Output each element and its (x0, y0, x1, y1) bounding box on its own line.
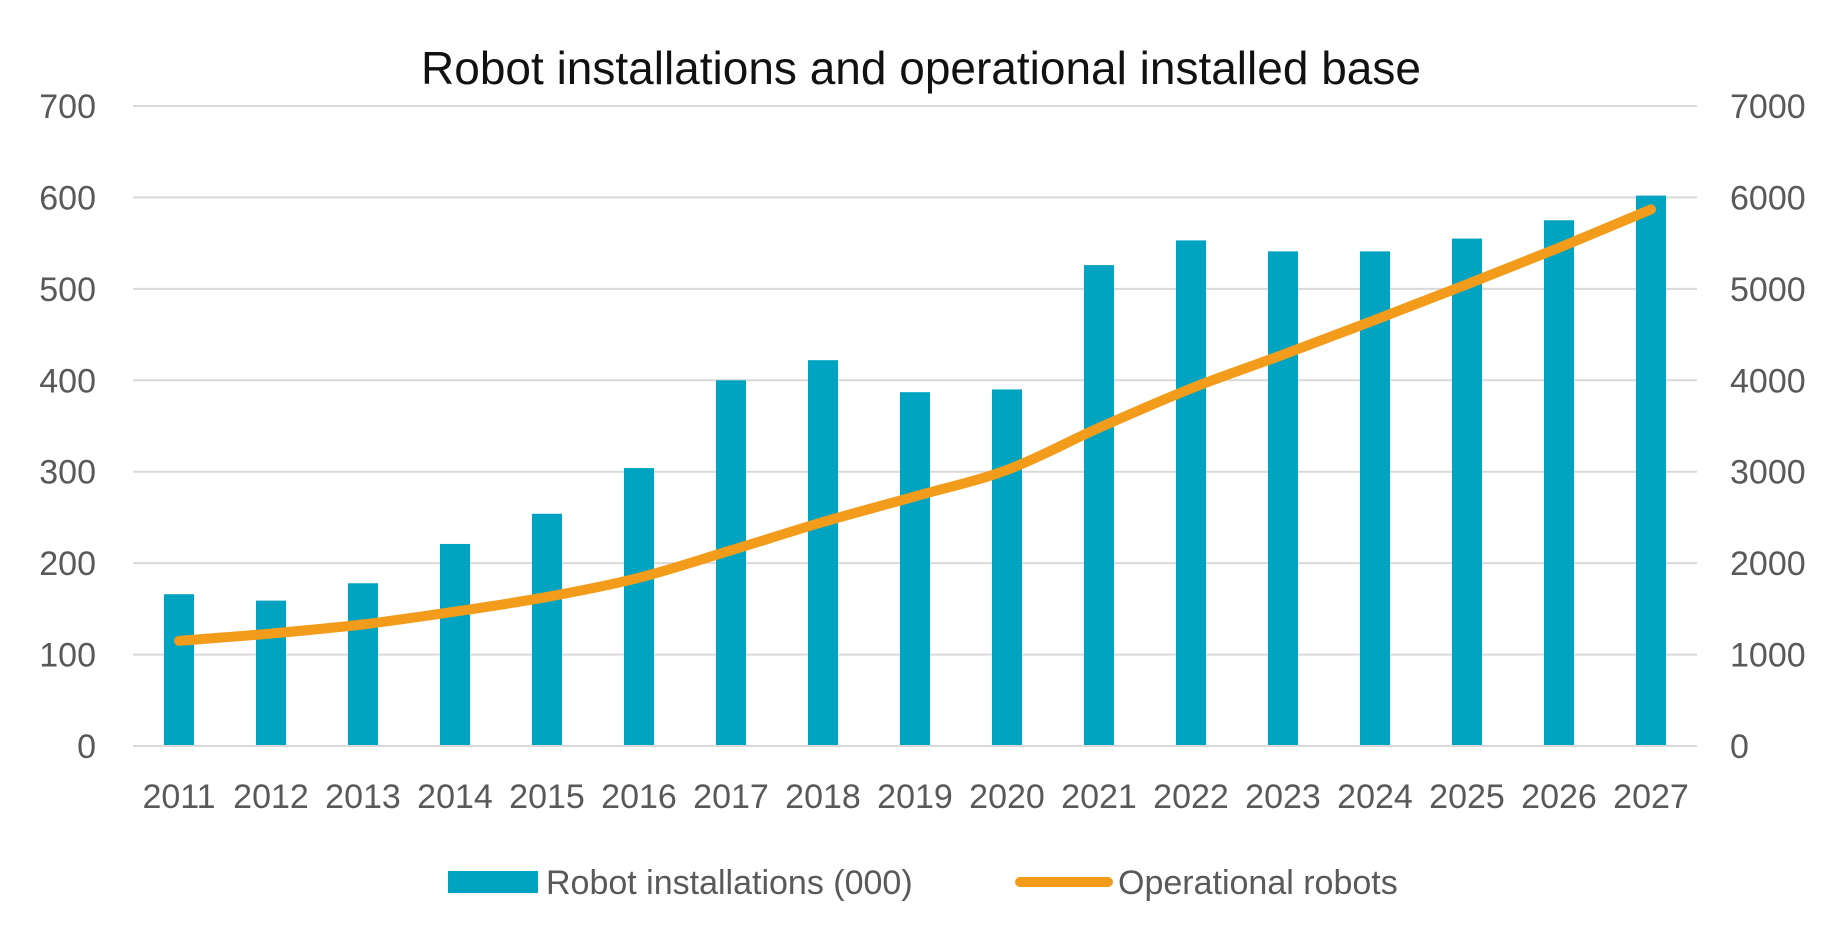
bar (1544, 220, 1574, 747)
bar (1084, 265, 1114, 746)
x-tick-label: 2011 (142, 778, 215, 816)
x-tick-label: 2021 (1061, 778, 1137, 816)
bar (164, 594, 194, 746)
bar (624, 468, 654, 746)
legend: Robot installations (000) Operational rob… (448, 864, 1398, 902)
line-point (270, 633, 272, 635)
bar (348, 583, 378, 746)
line-point (1466, 283, 1468, 285)
x-tick-label: 2017 (693, 778, 769, 816)
x-tick-label: 2018 (785, 778, 861, 816)
x-tick-label: 2023 (1245, 778, 1321, 816)
legend-swatch-bar (448, 871, 538, 893)
left-tick-label: 600 (39, 179, 96, 217)
line-point (546, 596, 548, 598)
right-tick-label: 4000 (1730, 362, 1806, 400)
x-tick-label: 2014 (417, 778, 493, 816)
left-tick-label: 0 (77, 728, 96, 766)
x-tick-label: 2019 (877, 778, 953, 816)
bar-series (164, 195, 1666, 747)
x-tick-label: 2022 (1153, 778, 1229, 816)
right-axis: 0 1000 2000 3000 4000 5000 6000 7000 (1730, 88, 1806, 766)
line-point (914, 495, 916, 497)
x-axis: 2011 2012 2013 2014 2015 2016 2017 2018 2019 2020… (133, 745, 1697, 816)
left-tick-label: 100 (39, 637, 96, 675)
right-tick-label: 2000 (1730, 545, 1806, 583)
line-point (1650, 208, 1652, 210)
line-point (1374, 319, 1376, 321)
bar (992, 389, 1022, 746)
bar (1360, 251, 1390, 746)
right-tick-label: 0 (1730, 728, 1749, 766)
line-point (1190, 388, 1192, 390)
bar (808, 360, 838, 746)
line-point (1558, 247, 1560, 249)
legend-label-installations: Robot installations (000) (546, 864, 913, 902)
left-tick-label: 200 (39, 545, 96, 583)
x-tick-label: 2025 (1429, 778, 1505, 816)
x-tick-label: 2027 (1613, 778, 1689, 816)
line-point (362, 623, 364, 625)
x-tick-label: 2015 (509, 778, 585, 816)
bar (900, 392, 930, 746)
line-series (174, 204, 1656, 646)
legend-label-operational: Operational robots (1118, 864, 1398, 902)
line-point (178, 640, 180, 642)
line-point (1098, 427, 1100, 429)
bar (1452, 238, 1482, 747)
left-tick-label: 700 (39, 88, 96, 126)
bar (440, 543, 470, 746)
left-tick-label: 500 (39, 271, 96, 309)
bar (256, 600, 286, 746)
bar (716, 380, 746, 746)
bar (1636, 195, 1666, 747)
line-point (730, 549, 732, 551)
x-tick-label: 2020 (969, 778, 1045, 816)
left-tick-label: 300 (39, 454, 96, 492)
line-point (638, 577, 640, 579)
left-tick-label: 400 (39, 362, 96, 400)
right-tick-label: 3000 (1730, 454, 1806, 492)
chart-title: Robot installations and operational inst… (421, 42, 1421, 94)
right-tick-label: 7000 (1730, 88, 1806, 126)
bar (532, 513, 562, 746)
x-tick-label: 2026 (1521, 778, 1597, 816)
line-point (1282, 354, 1284, 356)
right-tick-label: 5000 (1730, 271, 1806, 309)
x-tick-label: 2016 (601, 778, 677, 816)
bar (1268, 251, 1298, 746)
x-tick-label: 2013 (325, 778, 401, 816)
right-tick-label: 1000 (1730, 637, 1806, 675)
left-axis: 0 100 200 300 400 500 600 700 (39, 88, 96, 766)
line-point (822, 521, 824, 523)
line-point (1006, 469, 1008, 471)
x-tick-label: 2024 (1337, 778, 1413, 816)
bar (1176, 240, 1206, 746)
right-tick-label: 6000 (1730, 179, 1806, 217)
x-tick-label: 2012 (233, 778, 309, 816)
line-point (454, 611, 456, 613)
